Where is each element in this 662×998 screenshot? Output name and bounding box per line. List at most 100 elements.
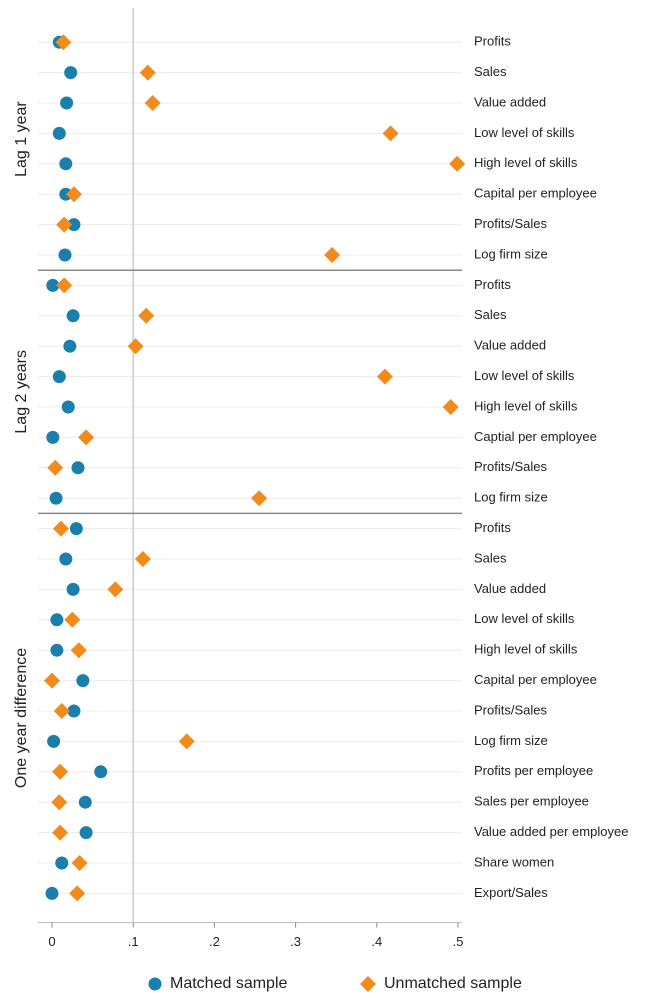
panel-label: Lag 1 year: [13, 101, 30, 177]
matched-dot: [59, 157, 73, 171]
unmatched-diamond: [53, 703, 70, 719]
unmatched-diamond: [51, 794, 68, 811]
category-label: Share women: [474, 854, 554, 869]
panel-label: Lag 2 years: [13, 350, 30, 434]
unmatched-diamond: [55, 34, 72, 51]
unmatched-diamond: [64, 611, 81, 628]
matched-dot: [45, 886, 59, 900]
matched-dot: [55, 856, 69, 870]
x-tick-label: .1: [128, 934, 139, 949]
legend-text: Matched sample: [170, 975, 287, 992]
category-label: Export/Sales: [474, 885, 548, 900]
unmatched-diamond: [442, 399, 459, 415]
category-label: Value added: [474, 581, 546, 596]
category-label: Profits/Sales: [474, 702, 547, 717]
category-label: Low level of skills: [474, 125, 575, 140]
unmatched-diamond: [52, 824, 69, 841]
matched-dot: [61, 400, 75, 414]
category-label: Value added: [474, 94, 546, 109]
matched-dot: [69, 522, 83, 536]
x-tick-label: .3: [290, 934, 301, 949]
unmatched-diamond: [324, 247, 341, 263]
matched-dot: [50, 613, 64, 627]
category-label: High level of skills: [474, 642, 578, 657]
unmatched-diamond: [52, 520, 69, 537]
category-label: Sales: [474, 64, 507, 79]
x-tick-label: .5: [453, 934, 464, 949]
category-label: Low level of skills: [474, 368, 575, 383]
unmatched-diamond: [44, 672, 60, 689]
category-label: Sales: [474, 307, 507, 322]
category-label: High level of skills: [474, 398, 578, 413]
matched-dot: [63, 339, 77, 353]
matched-dot: [66, 582, 80, 596]
matched-dot: [148, 977, 162, 991]
category-label: Profits per employee: [474, 763, 593, 778]
matched-dot: [76, 674, 90, 688]
category-label: Profits/Sales: [474, 459, 547, 474]
unmatched-diamond: [78, 429, 95, 446]
unmatched-diamond: [144, 95, 161, 111]
unmatched-diamond: [56, 277, 73, 294]
category-label: Log firm size: [474, 733, 548, 748]
legend-text: Unmatched sample: [384, 975, 522, 992]
unmatched-diamond: [52, 763, 69, 780]
category-label: Sales: [474, 550, 507, 565]
category-label: Low level of skills: [474, 611, 575, 626]
matched-dot: [60, 96, 74, 110]
matched-dot: [78, 795, 92, 809]
unmatched-diamond: [376, 368, 393, 385]
matched-dot: [49, 491, 63, 505]
category-label: Profits: [474, 34, 511, 49]
unmatched-diamond: [56, 216, 73, 233]
panel-label: One year difference: [13, 648, 30, 788]
matched-dot: [67, 218, 81, 232]
matched-dot: [67, 704, 81, 718]
unmatched-diamond: [47, 459, 64, 476]
matched-dot: [50, 643, 64, 657]
matched-dot: [66, 309, 80, 323]
matched-dot: [94, 765, 108, 779]
category-label: Value added per employee: [474, 824, 628, 839]
matched-dot: [71, 461, 85, 475]
unmatched-diamond: [360, 976, 376, 992]
category-label: Profits: [474, 277, 511, 292]
unmatched-diamond: [127, 338, 144, 355]
category-label: Log firm size: [474, 490, 548, 505]
unmatched-diamond: [71, 855, 88, 871]
category-label: Value added: [474, 338, 546, 353]
x-tick-label: .2: [209, 934, 220, 949]
matched-dot: [79, 826, 93, 840]
category-label: Captial per employee: [474, 429, 597, 444]
x-tick-label: 0: [48, 934, 55, 949]
unmatched-diamond: [107, 581, 124, 598]
matched-dot: [52, 370, 66, 384]
category-label: Capital per employee: [474, 672, 597, 687]
unmatched-diamond: [178, 733, 195, 750]
category-label: Profits: [474, 520, 511, 535]
unmatched-diamond: [382, 125, 399, 142]
x-tick-label: .4: [371, 934, 382, 949]
matched-dot: [52, 126, 66, 140]
unmatched-diamond: [138, 307, 155, 324]
unmatched-diamond: [65, 186, 82, 203]
category-label: Sales per employee: [474, 794, 589, 809]
matched-dot: [59, 552, 73, 566]
unmatched-diamond: [449, 155, 466, 172]
matched-dot: [64, 66, 78, 80]
unmatched-diamond: [134, 551, 151, 567]
category-label: Log firm size: [474, 246, 548, 261]
matched-dot: [47, 734, 61, 748]
unmatched-diamond: [251, 490, 268, 507]
unmatched-diamond: [69, 885, 86, 902]
matched-dot: [46, 430, 60, 444]
matched-dot: [58, 248, 72, 262]
unmatched-diamond: [139, 64, 156, 81]
category-label: Profits/Sales: [474, 216, 547, 231]
unmatched-diamond: [70, 642, 87, 659]
matched-dot: [46, 278, 60, 292]
matched-dot: [59, 187, 73, 201]
category-label: High level of skills: [474, 155, 578, 170]
category-label: Capital per employee: [474, 186, 597, 201]
